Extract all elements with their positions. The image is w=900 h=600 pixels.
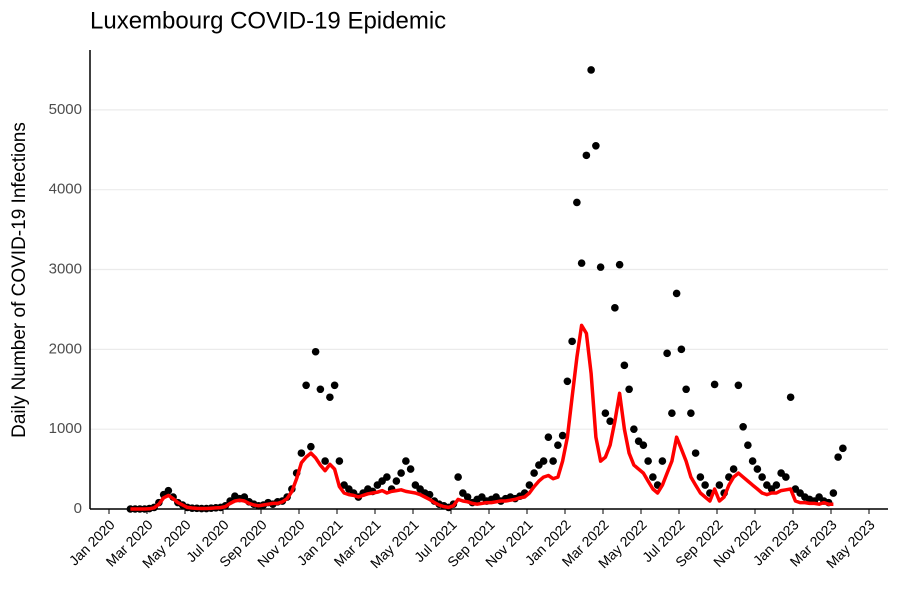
- trend-line: [130, 323, 834, 511]
- data-point: [601, 409, 610, 418]
- data-point: [620, 361, 629, 370]
- data-point: [330, 381, 339, 390]
- data-point: [297, 449, 306, 457]
- data-point: [335, 457, 344, 465]
- data-point: [463, 493, 472, 501]
- data-point: [710, 380, 719, 389]
- data-point: [544, 433, 553, 441]
- data-point: [530, 469, 538, 477]
- data-point: [406, 465, 415, 473]
- data-point: [577, 259, 586, 267]
- data-point: [554, 441, 562, 449]
- data-point: [573, 198, 581, 207]
- y-tick-label: 3000: [49, 260, 82, 277]
- data-point: [739, 422, 747, 431]
- data-point: [744, 441, 752, 449]
- data-point: [321, 457, 329, 465]
- data-point: [392, 477, 401, 485]
- data-point: [402, 457, 410, 465]
- y-tick-label: 0: [74, 500, 82, 517]
- data-point: [568, 337, 576, 346]
- data-point: [772, 481, 781, 489]
- data-point: [582, 151, 591, 160]
- data-point: [829, 489, 838, 497]
- data-point: [164, 486, 173, 495]
- data-point: [701, 481, 709, 489]
- data-point: [563, 377, 572, 386]
- data-point: [397, 469, 405, 477]
- data-point: [307, 442, 315, 451]
- data-point: [658, 457, 667, 465]
- data-point: [753, 465, 762, 473]
- data-point: [834, 453, 842, 461]
- data-point: [311, 347, 320, 356]
- data-point: [663, 349, 671, 358]
- data-point: [525, 481, 534, 489]
- data-point: [606, 417, 614, 425]
- data-point: [549, 457, 557, 465]
- data-point: [592, 141, 600, 150]
- data-point: [691, 449, 700, 457]
- data-point: [644, 457, 652, 465]
- y-tick-label: 2000: [49, 340, 82, 357]
- data-point: [558, 431, 567, 440]
- data-point: [615, 260, 624, 269]
- y-axis-label: Daily Number of COVID-19 Infections: [9, 122, 30, 438]
- data-point: [668, 409, 676, 418]
- data-point: [326, 393, 334, 402]
- data-point: [316, 385, 325, 394]
- data-point: [596, 263, 605, 271]
- data-point: [715, 481, 724, 489]
- data-point: [729, 465, 738, 473]
- data-point: [696, 473, 705, 481]
- data-point: [383, 473, 391, 481]
- data-point: [302, 381, 310, 390]
- data-point: [748, 457, 757, 465]
- data-point: [758, 473, 766, 481]
- data-point: [687, 409, 695, 418]
- chart-title: Luxembourg COVID-19 Epidemic: [90, 7, 446, 34]
- data-point: [782, 473, 790, 481]
- data-point: [672, 289, 681, 298]
- y-tick-label: 1000: [49, 420, 82, 437]
- data-point: [639, 441, 648, 449]
- data-point: [677, 345, 686, 354]
- data-point: [786, 393, 795, 402]
- data-point: [649, 473, 657, 481]
- data-point: [734, 381, 743, 390]
- data-point: [630, 425, 638, 433]
- data-point: [625, 385, 633, 394]
- y-tick-label: 5000: [49, 101, 82, 118]
- data-point: [587, 66, 595, 74]
- data-point: [454, 473, 462, 481]
- data-point: [539, 457, 548, 465]
- data-point: [611, 304, 619, 312]
- y-tick-label: 4000: [49, 181, 82, 198]
- data-point: [839, 444, 847, 453]
- data-point: [682, 385, 690, 394]
